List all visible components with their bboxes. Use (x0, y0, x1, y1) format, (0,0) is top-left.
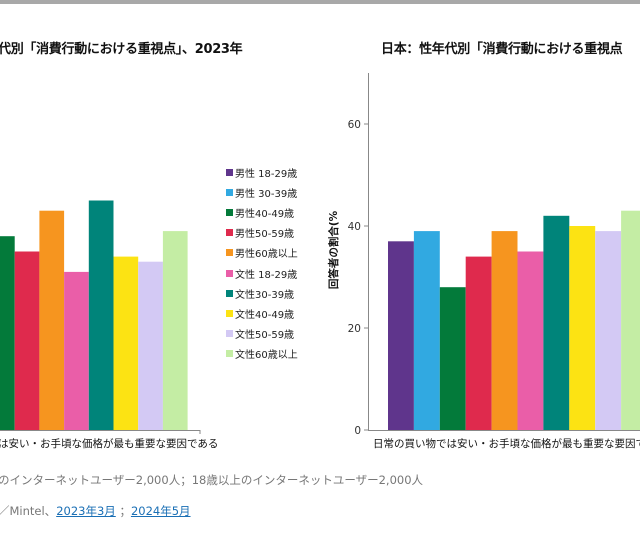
legend-item: 男性40-49歳 (226, 202, 298, 222)
source-link-2023[interactable]: 2023年3月 (56, 504, 116, 518)
right-bar (439, 287, 466, 430)
legend-swatch (226, 208, 233, 216)
left-x-category-label: は安い・お手頃な価格が最も重要な要因である (0, 438, 219, 450)
legend-swatch (226, 309, 233, 317)
legend-label: 男性 18-29歳 (235, 168, 298, 180)
legend-swatch (226, 269, 233, 277)
right-bar (595, 231, 622, 430)
right-bar (388, 241, 414, 430)
left-bar (14, 251, 40, 430)
left-bar (0, 236, 15, 430)
right-bar (543, 215, 570, 430)
right-y-tick-label: 0 (354, 425, 361, 437)
legend-item: 文性 18-29歳 (226, 263, 298, 283)
left-bar (39, 210, 65, 430)
legend-swatch (226, 249, 233, 257)
left-bar (162, 231, 188, 430)
right-y-axis-label: 回答者の割合(% (328, 210, 340, 290)
legend-item: 男性 18-29歳 (226, 162, 298, 182)
legend-label: 文性30-39歳 (235, 289, 295, 301)
left-chart-title: 代別「消費行動における重視点」、2023年 (0, 42, 243, 57)
right-y-tick-label: 20 (348, 323, 361, 335)
source-link-2024[interactable]: 2024年5月 (130, 504, 191, 518)
legend-swatch (226, 289, 233, 297)
legend: 男性 18-29歳 男性 30-39歳 男性40-49歳 男性50-59歳 男性60歳以… (226, 162, 298, 364)
right-bar (491, 231, 518, 430)
legend-label: 文性50-59歳 (235, 330, 295, 342)
legend-swatch (226, 188, 233, 196)
right-bar (465, 256, 492, 430)
footnote-source: ／Mintel、2023年3月 ；2024年5月 (0, 503, 191, 519)
legend-label: 男性 30-39歳 (235, 188, 298, 200)
footnote-base: のインターネットユーザー2,000人；18歳以上のインターネットユーザー2,00… (0, 473, 424, 487)
left-bar (88, 200, 114, 430)
legend-item: 文性50-59歳 (226, 324, 298, 344)
legend-swatch (226, 350, 233, 358)
right-chart-title: 日本：性年代別「消費行動における重視点 (381, 42, 623, 57)
right-bar (569, 226, 596, 430)
legend-label: 文性 18-29歳 (235, 269, 298, 281)
left-bar (64, 271, 89, 430)
legend-label: 男性50-59歳 (235, 229, 295, 241)
legend-label: 文性40-49歳 (235, 309, 295, 321)
legend-label: 文性60歳以上 (235, 350, 298, 362)
right-bar (517, 251, 544, 430)
legend-item: 文性40-49歳 (226, 303, 298, 323)
source-prefix: ／Mintel、 (0, 504, 57, 518)
legend-swatch (226, 229, 233, 237)
legend-item: 文性30-39歳 (226, 283, 298, 303)
top-bar (0, 0, 640, 4)
legend-swatch (226, 168, 233, 176)
left-bar (113, 256, 139, 430)
legend-label: 男性40-49歳 (235, 208, 295, 220)
right-bar (413, 231, 440, 430)
legend-item: 文性60歳以上 (226, 344, 298, 364)
legend-swatch (226, 330, 233, 338)
right-y-tick-label: 60 (348, 119, 361, 131)
right-x-category-label: 日常の買い物では安い・お手頃な価格が最も重要な要因で (373, 438, 640, 450)
legend-item: 男性 30-39歳 (226, 182, 298, 202)
legend-item: 男性60歳以上 (226, 243, 298, 263)
source-separator: ； (119, 504, 131, 518)
right-y-tick-label: 40 (348, 221, 361, 233)
legend-item: 男性50-59歳 (226, 223, 298, 243)
legend-label: 男性60歳以上 (235, 249, 298, 261)
right-bar (621, 210, 640, 430)
left-bar (138, 261, 163, 430)
